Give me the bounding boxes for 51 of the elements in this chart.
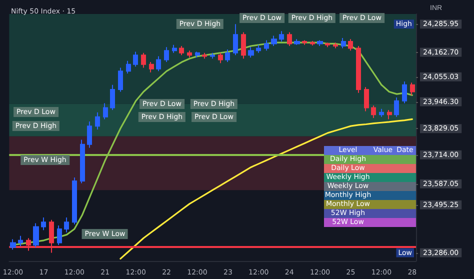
- candlestick: [103, 102, 108, 120]
- candlestick: [141, 52, 146, 68]
- candlestick: [64, 217, 69, 233]
- candlestick: [371, 104, 376, 119]
- candlestick: [202, 52, 207, 60]
- candlestick: [348, 38, 353, 52]
- candlestick: [341, 38, 346, 49]
- candlestick: [133, 51, 138, 68]
- candlestick: [87, 120, 92, 148]
- candlestick: [325, 42, 330, 48]
- candlestick: [95, 112, 100, 130]
- candlestick: [317, 40, 323, 47]
- candlestick: [287, 32, 292, 47]
- candlestick: [80, 139, 85, 184]
- candlestick: [210, 52, 215, 60]
- candlestick: [164, 46, 169, 63]
- candlestick: [33, 222, 39, 248]
- candlestick: [310, 40, 315, 46]
- candlestick: [402, 80, 407, 104]
- candlestick: [333, 42, 338, 49]
- candlestick: [172, 44, 177, 54]
- candlestick: [72, 177, 77, 225]
- candlestick: [195, 51, 200, 58]
- candlestick: [379, 108, 384, 118]
- candlestick: [187, 50, 192, 58]
- candlestick: [302, 40, 307, 46]
- candlestick: [271, 35, 277, 47]
- candlestick: [218, 52, 223, 64]
- candlestick: [394, 96, 399, 118]
- candlestick: [41, 217, 46, 231]
- candlestick: [233, 24, 238, 56]
- candlestick: [387, 110, 392, 120]
- candlestick: [10, 238, 16, 250]
- candlestick: [18, 235, 23, 247]
- candlestick: [294, 38, 300, 46]
- candlestick: [256, 44, 261, 54]
- candlestick: [364, 86, 369, 112]
- candlestick: [264, 40, 269, 52]
- candlestick: [156, 56, 161, 72]
- candlestick: [356, 46, 361, 94]
- candlestick: [57, 225, 62, 246]
- candlestick: [179, 46, 184, 56]
- candlestick: [248, 46, 254, 58]
- candlestick: [126, 60, 131, 74]
- candlestick: [225, 48, 230, 63]
- candlestick: [410, 82, 415, 96]
- candlestick: [149, 62, 154, 73]
- candlestick: [118, 67, 123, 92]
- candlestick: [279, 30, 284, 42]
- candlestick: [110, 84, 115, 111]
- candlestick: [241, 32, 246, 60]
